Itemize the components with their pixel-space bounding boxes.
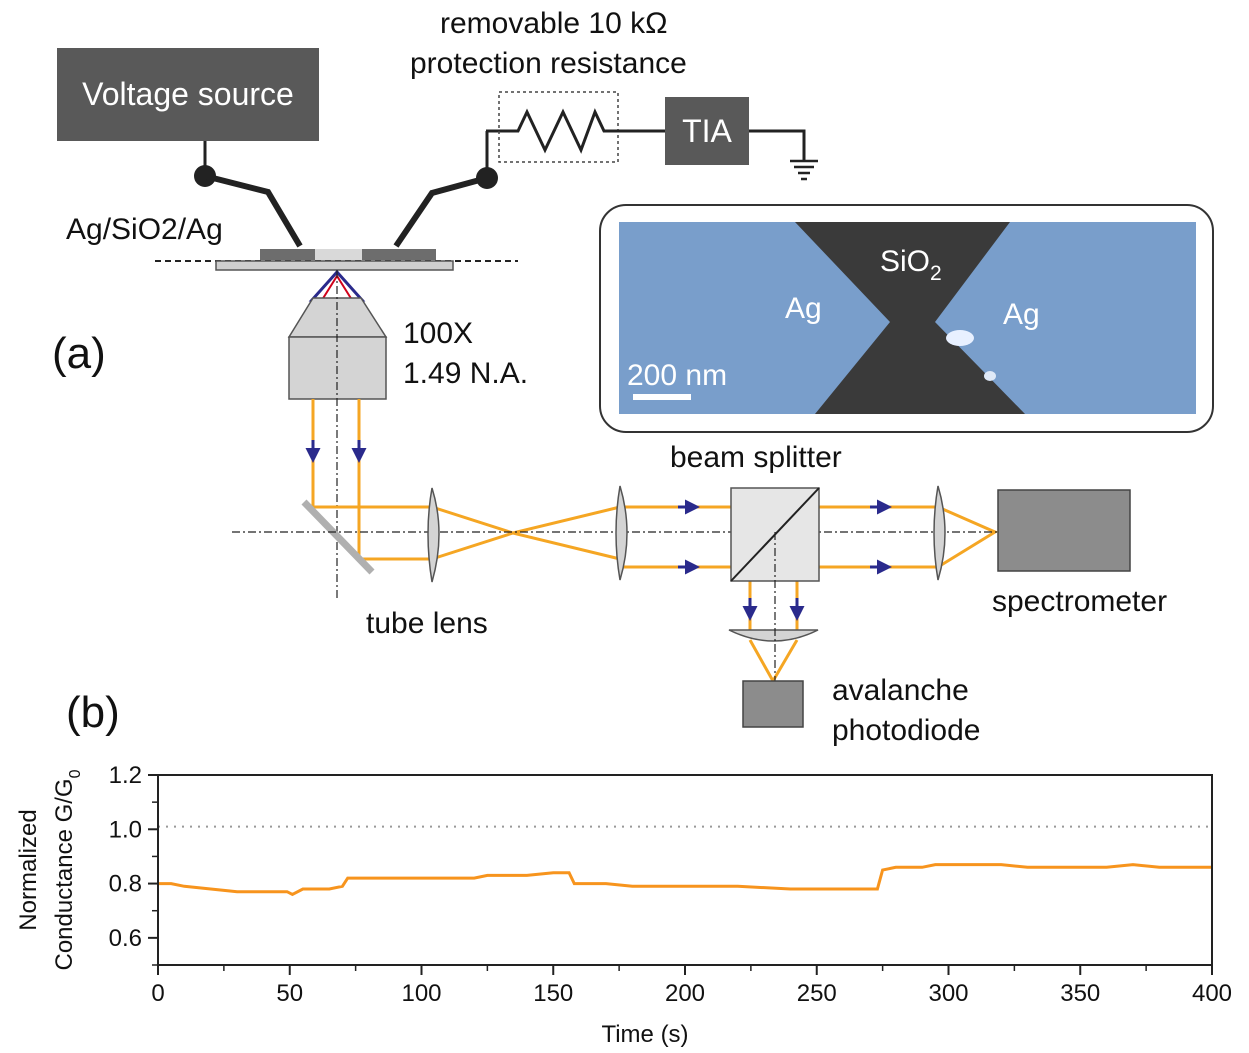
beam-splitter-label: beam splitter [670, 441, 842, 474]
objective-label-line1: 100X [403, 317, 473, 350]
sem-label-center: SiO2 [880, 245, 942, 285]
spectrometer-lens [933, 485, 946, 581]
resistor-zigzag [508, 108, 665, 154]
sem-scale-bar [633, 394, 691, 400]
sem-image [619, 222, 1196, 414]
y-tick-label: 1.2 [109, 762, 142, 789]
ground-icon [790, 159, 818, 181]
beam-arrows [305, 440, 892, 621]
x-axis-title: Time (s) [601, 1021, 688, 1048]
apd-box [742, 680, 804, 728]
x-tick-label: 200 [665, 980, 705, 1007]
apd-label-line1: avalanche [832, 674, 969, 707]
spectrometer-label: spectrometer [992, 585, 1167, 618]
apd-label-line2: photodiode [832, 714, 980, 747]
folding-mirror [301, 499, 375, 575]
chart: 0 50 100 150 200 250 300 350 400 0.6 0.8 1.0 1.2 Ti… [15, 762, 1232, 1048]
sample-electrode-left [260, 249, 315, 260]
x-axis: 0 50 100 150 200 250 300 350 400 [151, 965, 1232, 1007]
objective-label-line2: 1.49 N.A. [403, 357, 528, 390]
sample-label: Ag/SiO2/Ag [66, 213, 223, 246]
x-tick-label: 300 [928, 980, 968, 1007]
x-tick-label: 0 [151, 980, 164, 1007]
x-tick-label: 100 [401, 980, 441, 1007]
spectrometer-box [997, 489, 1131, 572]
y-tick-label: 1.0 [109, 816, 142, 843]
y-tick-label: 0.6 [109, 925, 142, 952]
y-axis-title-sub: 0 [67, 769, 84, 778]
resistor-label-line2: protection resistance [410, 47, 687, 80]
x-tick-label: 150 [533, 980, 573, 1007]
x-tick-label: 400 [1192, 980, 1232, 1007]
tube-lens-label: tube lens [366, 607, 488, 640]
tube-lens [427, 487, 440, 583]
tia-box [665, 97, 749, 165]
resistor-dotted-box [498, 91, 619, 163]
sem-label-left: Ag [785, 292, 822, 325]
x-tick-label: 50 [276, 980, 303, 1007]
sample-substrate [215, 260, 454, 271]
sem-label-center-sub: 2 [930, 262, 942, 285]
conductance-trace [158, 863, 1212, 897]
sample-gap [315, 249, 362, 260]
left-probe [204, 173, 303, 248]
sem-label-center-main: SiO [880, 245, 930, 278]
y-axis-title-main: Conductance G/G [51, 778, 78, 970]
sem-label-right: Ag [1003, 298, 1040, 331]
y-axis: 0.6 0.8 1.0 1.2 [109, 762, 158, 966]
right-probe [393, 175, 488, 248]
x-tick-label: 250 [797, 980, 837, 1007]
x-tick-label: 350 [1060, 980, 1100, 1007]
panel-b-label: (b) [66, 688, 120, 737]
panel-a-label: (a) [52, 329, 106, 378]
y-axis-title-line1: Normalized [15, 809, 42, 930]
apd-lens [728, 629, 819, 642]
sample-electrode-right [362, 249, 436, 260]
y-tick-label: 0.8 [109, 871, 142, 898]
tia-label: TIA [682, 113, 732, 149]
voltage-source-label: Voltage source [82, 76, 294, 112]
resistor-label-line1: removable 10 kΩ [440, 7, 668, 40]
y-axis-title-line2: Conductance G/G0 [51, 769, 84, 970]
sem-scale-label: 200 nm [627, 359, 727, 392]
voltage-source-box [57, 48, 319, 141]
ground-wire [749, 129, 806, 160]
relay-lens [615, 485, 628, 581]
plot-frame [157, 774, 1213, 966]
